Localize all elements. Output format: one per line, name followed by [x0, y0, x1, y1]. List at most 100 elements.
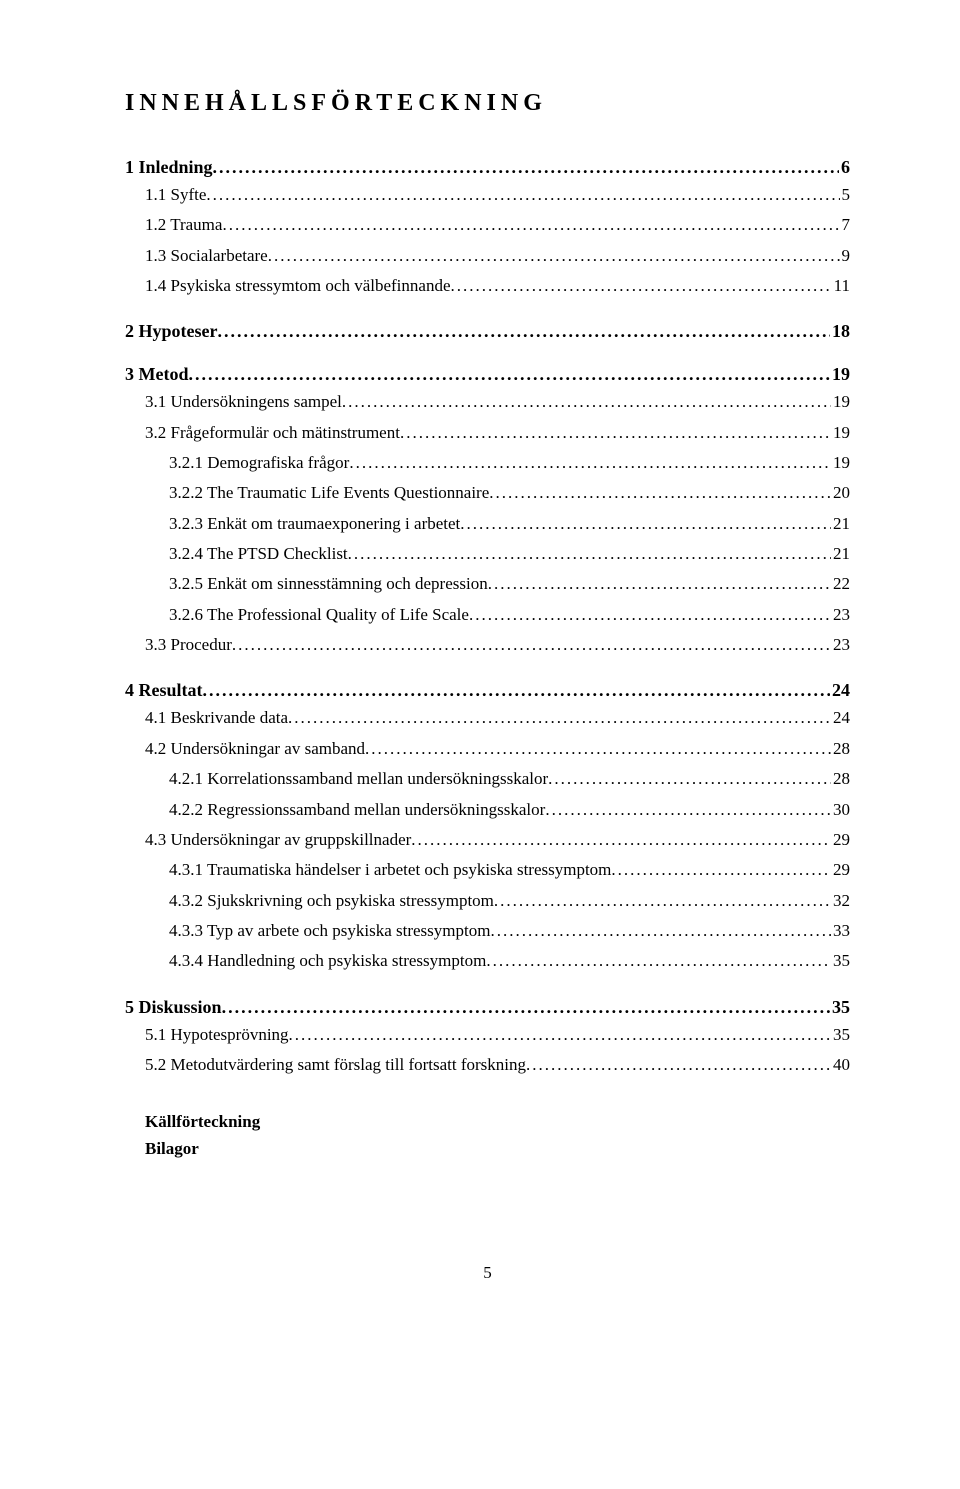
toc-entry: 4.1 Beskrivande data 24	[145, 705, 850, 731]
toc-entry-page: 21	[831, 511, 850, 537]
toc-leader-dots	[222, 212, 839, 238]
toc-leader-dots	[611, 857, 831, 883]
toc-leader-dots	[349, 450, 831, 476]
toc-entry: 5.2 Metodutvärdering samt förslag till f…	[145, 1052, 850, 1078]
toc-entry-label: 5.1 Hypotesprövning	[145, 1022, 289, 1048]
page-container: INNEHÅLLSFÖRTECKNING 1 Inledning61.1 Syf…	[0, 0, 960, 1343]
toc-entry: 3 Metod19	[125, 364, 850, 385]
toc-leader-dots	[469, 602, 831, 628]
toc-entry: 4.2 Undersökningar av samband 28	[145, 736, 850, 762]
tail-item: Källförteckning	[145, 1108, 850, 1135]
toc-leader-dots	[217, 321, 830, 342]
toc-leader-dots	[486, 948, 831, 974]
toc-leader-dots	[213, 157, 839, 178]
toc-entry-page: 30	[831, 797, 850, 823]
toc-entry: 4.3.1 Traumatiska händelser i arbetet oc…	[169, 857, 850, 883]
toc-entry-label: 4.3.2 Sjukskrivning och psykiska stressy…	[169, 888, 494, 914]
toc-entry-label: 4.3.4 Handledning och psykiska stressymp…	[169, 948, 486, 974]
toc-entry: 1 Inledning6	[125, 157, 850, 178]
toc-entry-page: 23	[831, 602, 850, 628]
toc-leader-dots	[206, 182, 839, 208]
toc-entry: 4.3 Undersökningar av gruppskillnader 29	[145, 827, 850, 853]
toc-leader-dots	[342, 389, 831, 415]
toc-entry-page: 19	[830, 364, 850, 385]
toc-entry-page: 6	[839, 157, 850, 178]
toc-leader-dots	[232, 632, 831, 658]
toc-entry-label: 4.3.3 Typ av arbete och psykiska stressy…	[169, 918, 490, 944]
toc-entry-label: 3.2.5 Enkät om sinnesstämning och depres…	[169, 571, 488, 597]
toc-entry-page: 20	[831, 480, 850, 506]
toc-entry: 2 Hypoteser18	[125, 321, 850, 342]
toc-entry-label: 4.2.1 Korrelationssamband mellan undersö…	[169, 766, 548, 792]
toc-entry: 3.1 Undersökningens sampel 19	[145, 389, 850, 415]
toc-entry-label: 1.2 Trauma	[145, 212, 222, 238]
toc-entry-label: 3.2.3 Enkät om traumaexponering i arbete…	[169, 511, 460, 537]
toc-entry: 5.1 Hypotesprövning35	[145, 1022, 850, 1048]
toc-entry: 3.2.5 Enkät om sinnesstämning och depres…	[169, 571, 850, 597]
toc-entry-label: 3.2.1 Demografiska frågor	[169, 450, 349, 476]
toc-entry-label: 3.2.4 The PTSD Checklist	[169, 541, 348, 567]
toc-entry-label: 4.3.1 Traumatiska händelser i arbetet oc…	[169, 857, 611, 883]
toc-entry-label: 4.3 Undersökningar av gruppskillnader	[145, 827, 411, 853]
toc-entry-page: 7	[840, 212, 851, 238]
toc-entry-label: 3.1 Undersökningens sampel	[145, 389, 342, 415]
toc-entry-label: 4.2 Undersökningar av samband	[145, 736, 365, 762]
toc-entry-page: 19	[831, 389, 850, 415]
toc-leader-dots	[348, 541, 831, 567]
toc-entry: 3.2.3 Enkät om traumaexponering i arbete…	[169, 511, 850, 537]
toc-leader-dots	[188, 364, 830, 385]
toc-entry: 1.4 Psykiska stressymtom och välbefinnan…	[145, 273, 850, 299]
toc-entry: 5 Diskussion 35	[125, 997, 850, 1018]
toc-leader-dots	[222, 997, 830, 1018]
toc-entry-page: 28	[831, 736, 850, 762]
toc-leader-dots	[268, 243, 840, 269]
toc-entry-page: 19	[831, 450, 850, 476]
toc-entry: 4.3.2 Sjukskrivning och psykiska stressy…	[169, 888, 850, 914]
toc-entry: 4.2.2 Regressionssamband mellan undersök…	[169, 797, 850, 823]
toc-entry-page: 11	[832, 273, 850, 299]
page-number: 5	[125, 1263, 850, 1283]
toc-entry: 3.2.4 The PTSD Checklist 21	[169, 541, 850, 567]
toc-leader-dots	[494, 888, 831, 914]
toc-entry: 3.2.2 The Traumatic Life Events Question…	[169, 480, 850, 506]
toc-entry-label: 1.1 Syfte	[145, 182, 206, 208]
toc-entry-page: 35	[830, 997, 850, 1018]
toc-entry-label: 3.2.2 The Traumatic Life Events Question…	[169, 480, 489, 506]
toc-entry: 1.1 Syfte 5	[145, 182, 850, 208]
toc-list: 1 Inledning6 1.1 Syfte 5 1.2 Trauma 7 1.3 Soc…	[125, 157, 850, 1078]
toc-entry-page: 5	[840, 182, 851, 208]
toc-entry-page: 21	[831, 541, 850, 567]
toc-leader-dots	[451, 273, 832, 299]
toc-entry-page: 32	[831, 888, 850, 914]
toc-leader-dots	[203, 680, 831, 701]
tail-item: Bilagor	[145, 1135, 850, 1162]
toc-leader-dots	[526, 1052, 831, 1078]
toc-entry: 3.2.1 Demografiska frågor 19	[169, 450, 850, 476]
toc-entry-page: 19	[831, 420, 850, 446]
toc-entry-label: 1.3 Socialarbetare	[145, 243, 268, 269]
toc-entry-page: 40	[831, 1052, 850, 1078]
toc-entry-label: 5.2 Metodutvärdering samt förslag till f…	[145, 1052, 526, 1078]
toc-leader-dots	[545, 797, 831, 823]
toc-entry-page: 24	[831, 705, 850, 731]
toc-entry: 1.2 Trauma 7	[145, 212, 850, 238]
toc-leader-dots	[489, 480, 831, 506]
toc-entry-label: 4.2.2 Regressionssamband mellan undersök…	[169, 797, 545, 823]
toc-entry: 4.3.4 Handledning och psykiska stressymp…	[169, 948, 850, 974]
toc-entry-label: 4.1 Beskrivande data	[145, 705, 288, 731]
toc-entry-page: 18	[830, 321, 850, 342]
toc-entry-page: 29	[831, 827, 850, 853]
toc-entry: 3.3 Procedur23	[145, 632, 850, 658]
toc-leader-dots	[289, 1022, 831, 1048]
toc-entry-page: 22	[831, 571, 850, 597]
toc-leader-dots	[400, 420, 831, 446]
toc-entry-label: 3.2.6 The Professional Quality of Life S…	[169, 602, 469, 628]
toc-entry-page: 9	[840, 243, 851, 269]
toc-entry: 1.3 Socialarbetare 9	[145, 243, 850, 269]
toc-entry: 4.3.3 Typ av arbete och psykiska stressy…	[169, 918, 850, 944]
toc-entry-page: 28	[831, 766, 850, 792]
toc-entry-page: 24	[830, 680, 850, 701]
toc-entry: 3.2 Frågeformulär och mätinstrument19	[145, 420, 850, 446]
toc-entry-label: 5 Diskussion	[125, 997, 222, 1018]
toc-entry-page: 29	[831, 857, 850, 883]
